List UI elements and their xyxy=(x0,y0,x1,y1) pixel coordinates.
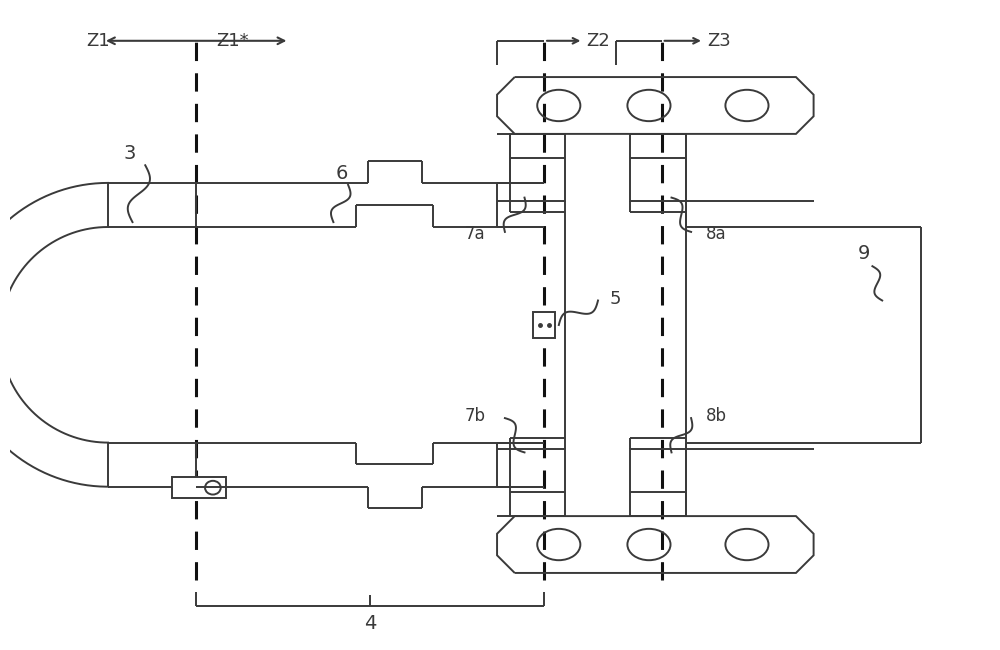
Text: 7a: 7a xyxy=(465,225,485,243)
Text: Z1*: Z1* xyxy=(216,32,248,50)
Text: Z3: Z3 xyxy=(707,32,731,50)
Text: Z2: Z2 xyxy=(586,32,610,50)
Bar xyxy=(172,477,226,499)
Text: 8b: 8b xyxy=(706,407,727,425)
Text: 4: 4 xyxy=(364,614,376,633)
Text: 3: 3 xyxy=(123,144,135,163)
Text: 9: 9 xyxy=(858,244,870,263)
Bar xyxy=(510,449,565,516)
Bar xyxy=(630,134,686,201)
Text: 7b: 7b xyxy=(464,407,485,425)
Text: 8a: 8a xyxy=(706,225,726,243)
Text: 6: 6 xyxy=(336,164,348,183)
Bar xyxy=(510,134,565,201)
Bar xyxy=(533,312,555,338)
Text: 5: 5 xyxy=(610,289,621,307)
Text: Z1: Z1 xyxy=(86,32,110,50)
Bar xyxy=(630,449,686,516)
